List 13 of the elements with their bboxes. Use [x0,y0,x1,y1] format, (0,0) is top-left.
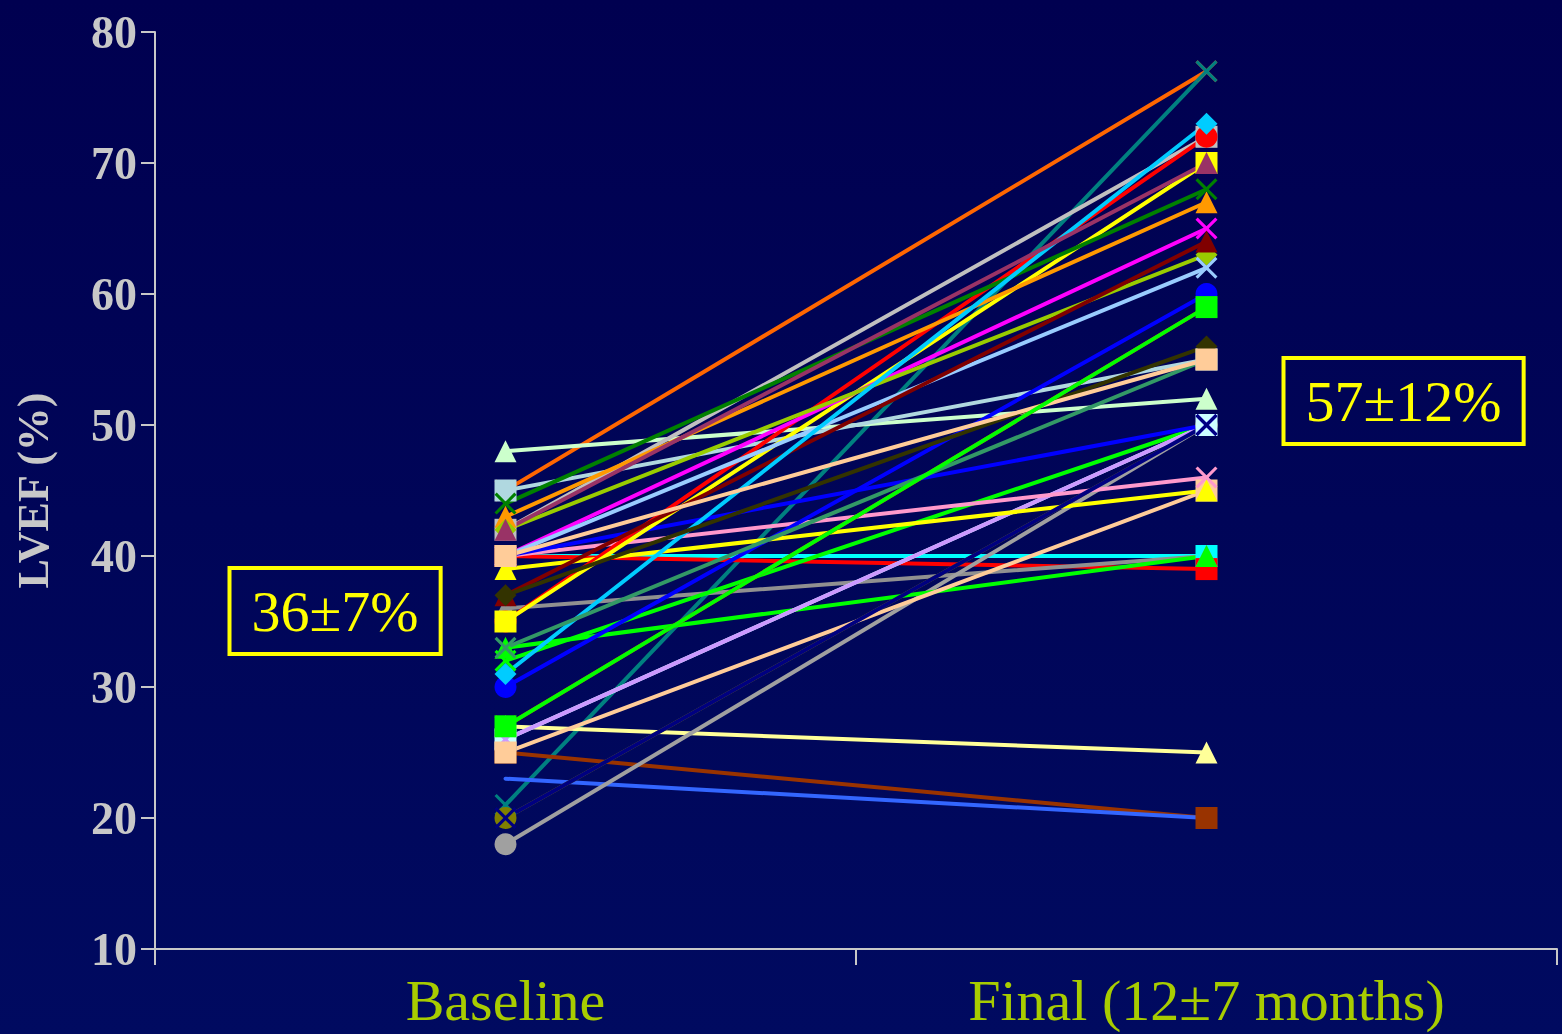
y-tick-label: 80 [91,6,137,58]
y-tick-label: 30 [91,661,137,713]
y-tick-label: 70 [91,137,137,189]
y-tick-label: 10 [91,923,137,975]
y-tick-label: 20 [91,792,137,844]
y-tick-label: 50 [91,399,137,451]
x-tick-label: Baseline [405,967,606,1033]
y-tick-label: 40 [91,530,137,582]
x-tick-label: Final (12±7 months) [968,967,1445,1033]
annotation: 57±12% [1305,368,1502,434]
y-tick-label: 60 [91,268,137,320]
annotation: 36±7% [251,578,419,644]
y-axis-title: LVEF (%) [8,392,58,589]
